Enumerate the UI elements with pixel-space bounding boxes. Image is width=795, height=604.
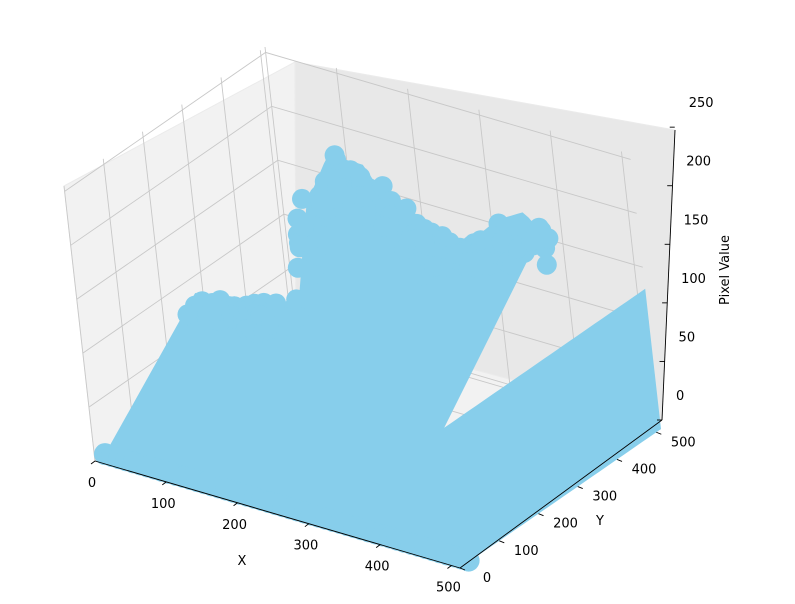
- x-ticks: 0 100 200 300 400 500: [88, 460, 461, 595]
- data-point: [491, 232, 512, 253]
- y-tick-mark: [577, 486, 583, 489]
- y-tick-label: 300: [592, 490, 617, 505]
- z-tick-label: 0: [676, 389, 684, 404]
- data-point: [286, 289, 307, 310]
- data-point: [274, 307, 295, 328]
- data-point: [177, 304, 198, 325]
- x-tick-label: 200: [222, 518, 247, 533]
- x-tick-label: 500: [436, 580, 461, 595]
- y-ticks: 0 100 200 300 400 500: [459, 431, 696, 586]
- data-point: [502, 254, 523, 275]
- y-axis-line: [459, 419, 663, 569]
- z-ticks: 0 50 100 150 200 250: [657, 96, 714, 421]
- z-tick-label: 100: [681, 272, 706, 287]
- y-axis-label: Y: [595, 514, 604, 529]
- x-tick-mark: [447, 565, 452, 569]
- z-tick-label: 200: [686, 155, 711, 170]
- x-axis-label: X: [238, 554, 247, 569]
- x-tick-mark: [233, 502, 238, 507]
- data-point: [324, 145, 345, 166]
- data-point: [414, 233, 435, 254]
- data-point: [305, 247, 326, 268]
- axes: [94, 129, 676, 569]
- y-tick-mark: [459, 567, 466, 571]
- z-tick-label: 50: [679, 330, 696, 345]
- data-point: [303, 264, 324, 285]
- data-point: [521, 230, 542, 251]
- y-tick-mark: [499, 540, 505, 544]
- y-tick-label: 100: [514, 544, 539, 559]
- data-surface: [94, 145, 662, 572]
- grid-line-z: [64, 51, 631, 192]
- data-point: [459, 252, 480, 272]
- data-point: [289, 232, 309, 253]
- z-axis-line: [661, 129, 676, 421]
- y-tick-mark: [616, 458, 623, 462]
- x-tick-mark: [375, 544, 381, 548]
- y-tick-label: 400: [632, 462, 657, 477]
- data-point: [350, 167, 371, 187]
- data-point: [287, 257, 308, 278]
- data-point: [538, 228, 559, 249]
- z-tick-label: 250: [689, 96, 714, 111]
- y-tick-label: 200: [553, 517, 578, 532]
- y-tick-label: 0: [483, 571, 491, 586]
- data-point: [372, 176, 393, 197]
- x-axis-line: [94, 460, 461, 569]
- data-point: [355, 206, 376, 227]
- data-point: [536, 254, 557, 275]
- z-axis-label: Pixel Value: [718, 235, 733, 305]
- x-tick-mark: [90, 460, 96, 465]
- y-tick-label: 500: [671, 435, 696, 450]
- data-point: [340, 202, 361, 223]
- x-tick-label: 300: [293, 539, 318, 554]
- x-tick-mark: [304, 523, 310, 528]
- data-point: [373, 216, 394, 237]
- x-tick-label: 0: [88, 476, 96, 491]
- data-point: [292, 188, 312, 209]
- x-tick-label: 400: [365, 560, 390, 575]
- y-tick-mark: [538, 513, 544, 517]
- z-tick-label: 150: [684, 213, 709, 228]
- grid-line-z: [82, 213, 649, 354]
- x-tick-mark: [162, 481, 167, 486]
- data-point: [424, 256, 445, 277]
- x-tick-label: 100: [151, 497, 176, 512]
- data-point: [294, 216, 315, 237]
- y-tick-mark: [656, 431, 662, 435]
- data-point: [313, 198, 334, 219]
- grid-line-z: [70, 105, 637, 246]
